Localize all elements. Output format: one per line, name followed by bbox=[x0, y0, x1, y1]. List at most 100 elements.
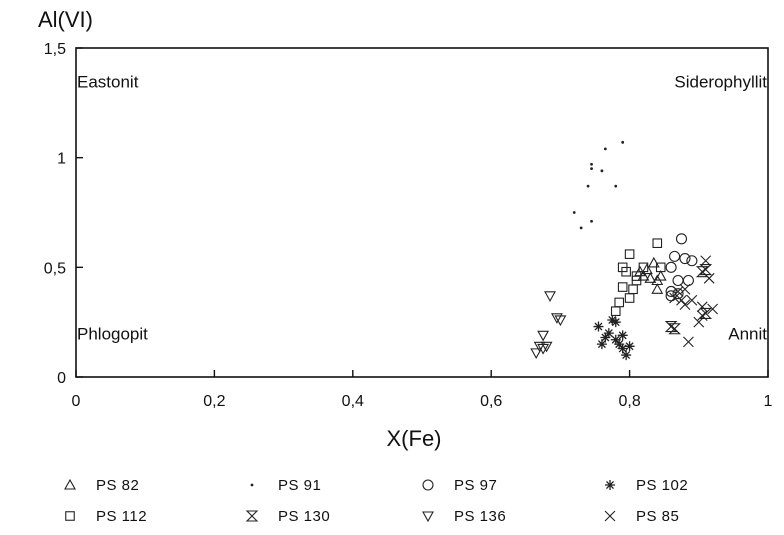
data-point bbox=[614, 184, 618, 188]
data-point bbox=[682, 274, 694, 287]
y-axis-title: Al(VI) bbox=[38, 7, 93, 32]
legend-marker bbox=[64, 478, 76, 490]
data-points bbox=[530, 140, 719, 361]
data-point bbox=[628, 284, 638, 295]
data-point bbox=[533, 341, 546, 353]
data-point bbox=[590, 162, 593, 166]
data-point bbox=[683, 336, 694, 348]
data-point bbox=[699, 263, 713, 276]
data-point bbox=[679, 299, 691, 311]
data-point bbox=[614, 297, 625, 308]
data-point bbox=[644, 272, 657, 283]
data-point bbox=[614, 339, 625, 350]
legend-label: PS 102 bbox=[636, 477, 688, 494]
data-point bbox=[703, 272, 715, 284]
data-point bbox=[679, 283, 691, 295]
data-point bbox=[537, 330, 550, 342]
series-ps-85 bbox=[669, 255, 719, 348]
data-point bbox=[665, 285, 677, 298]
x-tick-label: 0 bbox=[72, 393, 81, 410]
data-point bbox=[696, 301, 708, 313]
data-point bbox=[665, 290, 677, 302]
data-point bbox=[672, 288, 684, 300]
legend-marker bbox=[250, 483, 254, 487]
data-point bbox=[631, 275, 642, 286]
data-point bbox=[693, 316, 705, 328]
data-point bbox=[600, 169, 604, 173]
region-label: Annit bbox=[728, 325, 767, 344]
x-tick-label: 0,4 bbox=[342, 393, 364, 410]
data-point bbox=[647, 256, 660, 268]
data-point bbox=[651, 283, 664, 294]
data-point bbox=[603, 147, 607, 151]
region-label: Siderophyllit bbox=[674, 72, 767, 91]
series-ps-136 bbox=[530, 291, 567, 360]
data-point bbox=[621, 350, 632, 361]
data-point bbox=[572, 211, 576, 214]
data-point bbox=[638, 262, 649, 273]
series-ps-102 bbox=[593, 314, 635, 361]
legend-label: PS 130 bbox=[278, 508, 330, 525]
region-annotations: Eastonit Siderophyllit Phlogopit Annit bbox=[77, 72, 767, 343]
legend-marker bbox=[605, 480, 615, 490]
data-point bbox=[610, 306, 621, 317]
plot-frame bbox=[75, 47, 769, 378]
x-tick-label: 0,6 bbox=[480, 393, 502, 410]
data-point bbox=[621, 266, 631, 277]
data-point bbox=[600, 332, 611, 343]
y-tick-label: 0,5 bbox=[44, 260, 66, 277]
plot-border bbox=[75, 47, 769, 378]
legend-label: PS 112 bbox=[96, 508, 147, 525]
series-ps-97 bbox=[665, 233, 698, 302]
data-point bbox=[668, 323, 681, 335]
data-point bbox=[540, 341, 553, 353]
legend: PS 82 PS 91 PS 97 PS 102 PS 112 PS 130 PS 136 P… bbox=[64, 477, 688, 525]
x-tick-label: 0,2 bbox=[203, 393, 225, 410]
data-point bbox=[669, 292, 680, 304]
data-point bbox=[672, 286, 684, 297]
data-point bbox=[551, 313, 563, 324]
data-point bbox=[603, 328, 614, 339]
data-point bbox=[617, 282, 628, 292]
x-axis-ticks: 0 0,2 0,4 0,6 0,8 1 bbox=[72, 370, 773, 410]
data-point bbox=[669, 250, 681, 262]
y-tick-label: 1 bbox=[57, 151, 66, 168]
y-tick-label: 0 bbox=[57, 370, 66, 387]
region-label: Phlogopit bbox=[77, 325, 148, 344]
legend-label: PS 97 bbox=[454, 477, 497, 494]
data-point bbox=[617, 343, 628, 354]
data-point bbox=[590, 167, 593, 171]
data-point bbox=[654, 269, 667, 281]
legend-label: PS 82 bbox=[96, 477, 139, 494]
data-point bbox=[607, 314, 618, 325]
data-point bbox=[665, 261, 677, 273]
legend-label: PS 85 bbox=[636, 508, 679, 525]
data-point bbox=[579, 226, 583, 230]
data-point bbox=[679, 253, 691, 265]
data-point bbox=[621, 140, 625, 144]
series-ps-112 bbox=[610, 238, 666, 317]
x-tick-label: 1 bbox=[764, 393, 773, 410]
data-point bbox=[652, 238, 663, 249]
legend-marker bbox=[604, 510, 616, 522]
data-point bbox=[700, 255, 712, 267]
data-point bbox=[664, 321, 678, 333]
data-point bbox=[699, 307, 713, 319]
series-ps-130 bbox=[664, 263, 713, 335]
legend-label: PS 136 bbox=[454, 508, 506, 525]
legend-marker bbox=[65, 511, 75, 521]
legend-marker bbox=[422, 511, 434, 523]
data-point bbox=[624, 293, 635, 303]
y-tick-label: 1,5 bbox=[44, 41, 66, 58]
data-point bbox=[610, 317, 621, 328]
data-point bbox=[610, 334, 621, 345]
x-axis-title: X(Fe) bbox=[387, 426, 442, 451]
data-point bbox=[695, 266, 709, 278]
y-axis-ticks: 0 0,5 1 1,5 bbox=[44, 41, 83, 387]
data-point bbox=[586, 184, 590, 188]
region-label: Eastonit bbox=[77, 72, 139, 91]
data-point bbox=[590, 219, 593, 223]
data-point bbox=[624, 249, 635, 259]
data-point bbox=[596, 339, 607, 350]
